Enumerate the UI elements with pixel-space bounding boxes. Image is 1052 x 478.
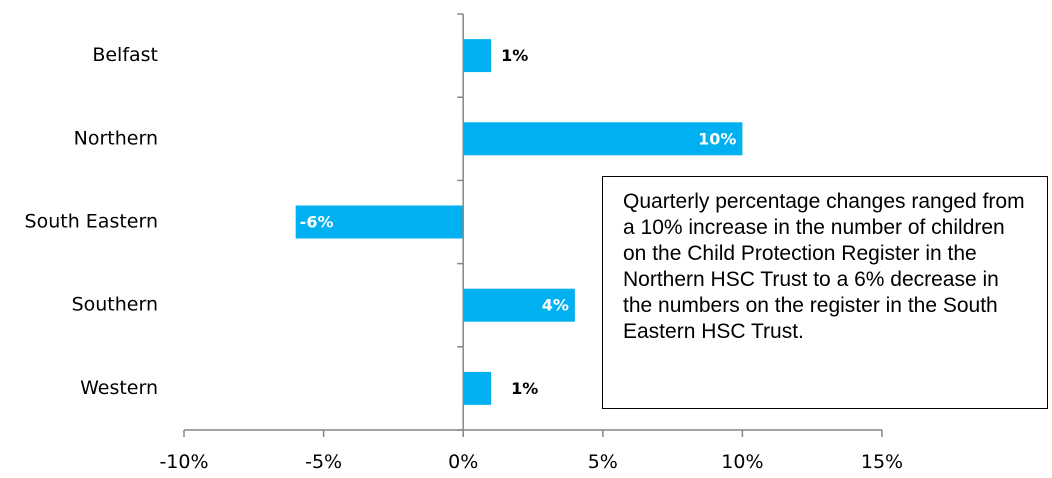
bars-group bbox=[295, 39, 743, 405]
category-label: South Eastern bbox=[25, 211, 158, 233]
data-label: -6% bbox=[300, 213, 334, 232]
annotation-text: Quarterly percentage changes ranged from… bbox=[623, 190, 1025, 343]
tick-label: -5% bbox=[305, 451, 342, 473]
category-label: Western bbox=[80, 377, 158, 399]
category-label: Southern bbox=[72, 294, 158, 316]
data-label: 1% bbox=[501, 46, 528, 65]
category-label: Northern bbox=[74, 127, 158, 149]
bar-belfast bbox=[463, 39, 492, 73]
tick-label: 10% bbox=[721, 451, 763, 473]
data-label: 10% bbox=[698, 129, 736, 148]
data-label: 1% bbox=[511, 379, 538, 398]
bar-western bbox=[463, 371, 492, 405]
data-label: 4% bbox=[542, 296, 569, 315]
axes-group bbox=[183, 13, 883, 437]
tick-label: 0% bbox=[448, 451, 478, 473]
labels-group: Belfast 1% Northern 10% South Eastern -6% Sout… bbox=[25, 44, 904, 473]
bar-northern bbox=[463, 122, 743, 156]
annotation-box: Quarterly percentage changes ranged from… bbox=[602, 176, 1048, 409]
category-label: Belfast bbox=[92, 44, 158, 66]
tick-label: 15% bbox=[861, 451, 903, 473]
bar-southern bbox=[463, 288, 575, 322]
tick-label: -10% bbox=[159, 451, 208, 473]
bar-south-eastern bbox=[295, 205, 464, 239]
tick-label: 5% bbox=[588, 451, 618, 473]
